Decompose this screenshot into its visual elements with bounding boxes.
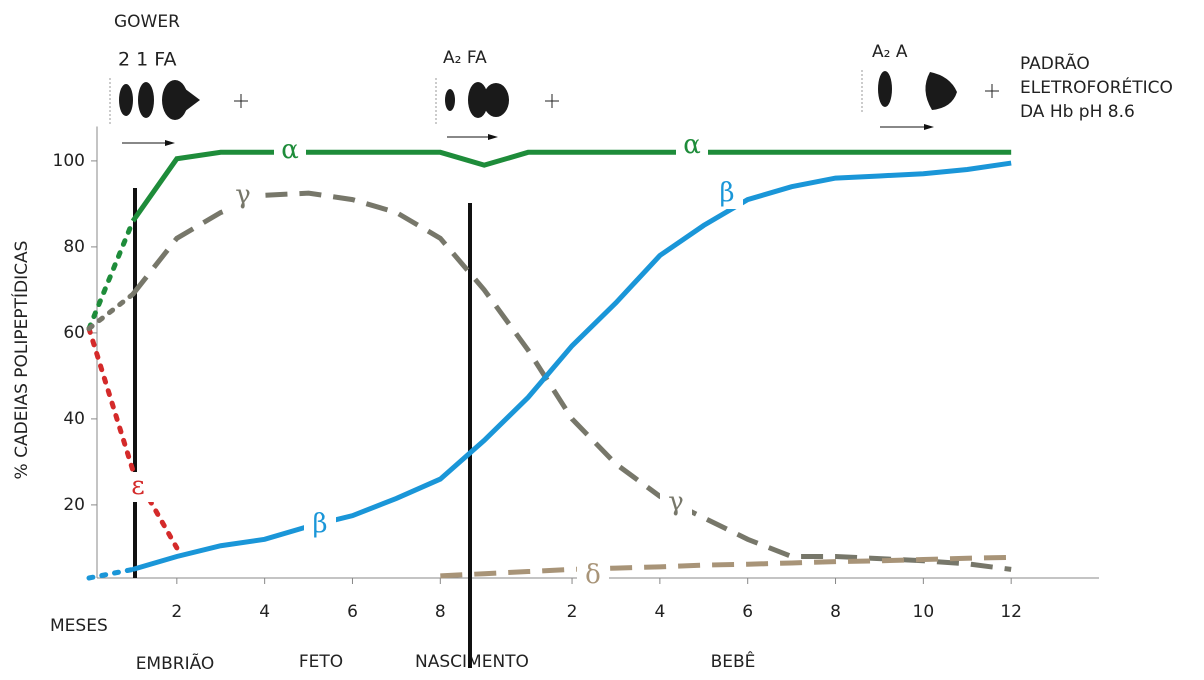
electrophoresis-panel-2 <box>436 78 559 140</box>
gower-label: GOWER <box>114 12 180 32</box>
band-label: A₂ FA <box>443 48 487 68</box>
series-label: β <box>312 509 327 539</box>
electrophoresis-panel-3 <box>862 70 999 130</box>
period-label: FETO <box>299 652 343 672</box>
series-line <box>440 557 1011 575</box>
series-line <box>133 152 1011 221</box>
period-label: BEBÊ <box>711 650 756 672</box>
y-tick-label: 20 <box>63 495 85 515</box>
series-label: γ <box>668 487 684 517</box>
band-label: A₂ A <box>872 42 908 62</box>
caption: DA Hb pH 8.6 <box>1020 102 1135 122</box>
x-tick-label: 12 <box>1000 602 1022 622</box>
period-label: EMBRIÃO <box>136 652 215 674</box>
chart: GOWER 2 1 FA A₂ FA A₂ A PADRÃO ELETROFOR… <box>0 0 1204 680</box>
x-tick-label: 4 <box>259 602 270 622</box>
series-line <box>89 569 133 578</box>
series-label: β <box>719 178 734 208</box>
series-label: α <box>281 135 299 165</box>
series-line <box>133 193 1011 569</box>
series-label: γ <box>235 180 251 210</box>
x-tick-label: 8 <box>830 602 841 622</box>
y-tick-label: 100 <box>53 151 85 171</box>
series-label: ε <box>131 471 144 501</box>
y-axis-label: % CADEIAS POLIPEPTÍDICAS <box>10 241 32 480</box>
x-tick-label: 10 <box>913 602 935 622</box>
electrophoresis-panel-1 <box>110 78 248 146</box>
x-axis-label: MESES <box>50 616 108 636</box>
x-tick-label: 2 <box>171 602 182 622</box>
x-tick-label: 6 <box>347 602 358 622</box>
x-tick-label: 6 <box>742 602 753 622</box>
y-tick-label: 80 <box>63 237 85 257</box>
y-tick-label: 40 <box>63 409 85 429</box>
caption: ELETROFORÉTICO <box>1020 76 1173 98</box>
y-tick-label: 60 <box>63 323 85 343</box>
series-line <box>89 329 177 548</box>
caption: PADRÃO <box>1020 52 1090 74</box>
x-tick-label: 8 <box>435 602 446 622</box>
x-tick-label: 2 <box>567 602 578 622</box>
band-label: 2 1 FA <box>118 49 176 71</box>
series-line <box>133 163 1011 569</box>
series-label: δ <box>585 560 601 590</box>
x-tick-label: 4 <box>654 602 665 622</box>
series-label: α <box>683 130 701 160</box>
